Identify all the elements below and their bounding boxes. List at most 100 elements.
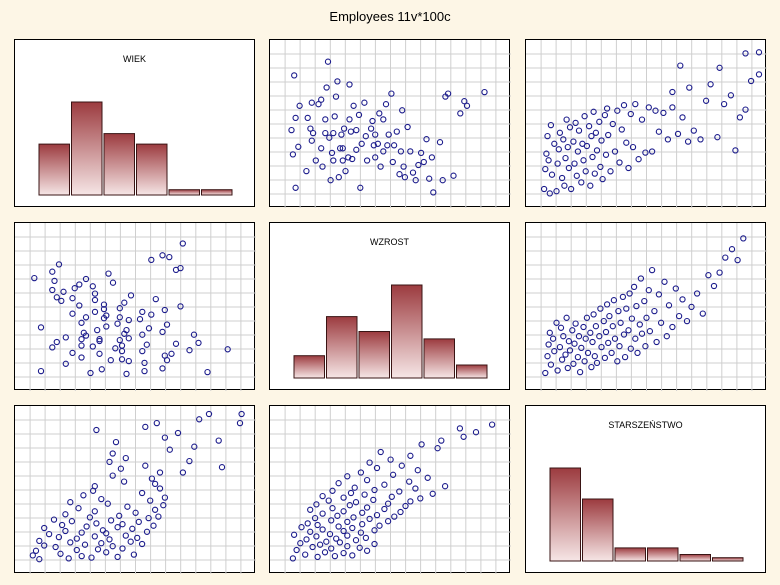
scatter-point-wiek-wzrost — [89, 343, 96, 350]
scatter-point-wzrost-starszenstwo — [679, 296, 686, 303]
scatter-point-wzrost-starszenstwo — [663, 333, 670, 340]
scatter-point-wzrost-starszenstwo — [605, 339, 612, 347]
scatter-svg — [526, 40, 767, 208]
scatter-point-wzrost-starszenstwo — [328, 517, 335, 524]
scatter-point-wzrost-starszenstwo — [710, 282, 718, 290]
scatter-point-wzrost-starszenstwo — [307, 506, 314, 513]
scatter-point-wiek-starszenstwo — [605, 131, 612, 139]
scatter-point-wiek-starszenstwo — [119, 545, 126, 552]
scatter-point-wiek-starszenstwo — [566, 124, 574, 131]
scatter-point-wzrost-starszenstwo — [344, 518, 351, 526]
scatter-point-wiek-wzrost — [91, 308, 99, 316]
scatter-point-wiek-wzrost — [291, 72, 298, 79]
scatter-point-wiek-starszenstwo — [674, 130, 682, 138]
scatter-svg — [270, 40, 511, 208]
scatter-point-wzrost-starszenstwo — [370, 496, 377, 504]
scatter-point-wiek-wzrost — [292, 184, 299, 191]
scatter-point-wiek-wzrost — [430, 189, 437, 196]
scatter-point-wzrost-starszenstwo — [377, 448, 384, 456]
histogram-bar-1-1 — [38, 143, 70, 196]
scatter-point-wiek-starszenstwo — [714, 134, 721, 141]
scatter-point-wiek-wzrost — [304, 114, 311, 122]
scatter-point-wiek-wzrost — [60, 288, 67, 295]
scatter-point-wiek-wzrost — [82, 275, 90, 283]
scatter-point-wiek-wzrost — [141, 367, 148, 375]
scatter-point-wzrost-starszenstwo — [616, 343, 623, 350]
scatter-point-wiek-wzrost — [94, 326, 101, 334]
scatter-point-wzrost-starszenstwo — [728, 246, 736, 253]
scatter-point-wiek-wzrost — [96, 350, 103, 357]
scatter-point-wzrost-starszenstwo — [362, 534, 370, 542]
scatter-point-wzrost-starszenstwo — [580, 323, 587, 331]
scatter-point-wzrost-starszenstwo — [298, 524, 305, 531]
scatter-point-wiek-starszenstwo — [138, 540, 146, 548]
scatter-point-wiek-starszenstwo — [648, 148, 656, 155]
scatter-point-wiek-starszenstwo — [635, 156, 642, 163]
scatter-point-wzrost-starszenstwo — [311, 514, 319, 522]
scatter-point-wiek-starszenstwo — [592, 129, 600, 136]
scatter-point-wzrost-starszenstwo — [547, 361, 555, 368]
chart-title: Employees 11v*100c — [329, 9, 451, 24]
scatter-point-wiek-wzrost — [417, 149, 425, 157]
scatter-point-wiek-wzrost — [461, 98, 468, 105]
scatter-point-wiek-starszenstwo — [147, 497, 154, 504]
scatter-point-wzrost-starszenstwo — [391, 513, 398, 520]
scatter-point-wiek-starszenstwo — [145, 514, 152, 522]
scatter-point-wzrost-starszenstwo — [363, 504, 371, 511]
scatter-point-wiek-starszenstwo — [652, 107, 659, 114]
scatter-point-wzrost-starszenstwo — [398, 462, 405, 469]
histogram-bar-1-6 — [201, 189, 233, 196]
scatter-point-wiek-starszenstwo — [129, 525, 136, 532]
scatter-point-wiek-starszenstwo — [88, 554, 95, 561]
scatter-point-wzrost-starszenstwo — [381, 481, 388, 488]
scatter-point-wzrost-starszenstwo — [412, 485, 419, 492]
scatter-point-wzrost-starszenstwo — [349, 524, 356, 532]
scatter-point-wzrost-starszenstwo — [441, 483, 449, 490]
scatter-point-wiek-wzrost — [125, 316, 132, 324]
scatter-point-wiek-starszenstwo — [620, 102, 628, 109]
scatter-point-wzrost-starszenstwo — [564, 364, 571, 372]
scatter-point-wiek-starszenstwo — [544, 132, 551, 140]
scatter-point-wzrost-starszenstwo — [554, 367, 561, 374]
scatter-point-wiek-starszenstwo — [574, 148, 582, 155]
scatter-point-wiek-wzrost — [372, 154, 379, 161]
scatter-point-wzrost-starszenstwo — [648, 266, 656, 274]
scatter-point-wiek-wzrost — [361, 99, 368, 106]
scatter-point-wiek-starszenstwo — [57, 550, 64, 557]
scatter-point-wzrost-starszenstwo — [590, 311, 597, 318]
scatter-point-wzrost-starszenstwo — [645, 287, 652, 294]
scatter-point-wzrost-starszenstwo — [549, 335, 557, 342]
scatter-point-wzrost-starszenstwo — [314, 521, 321, 529]
scatter-point-wiek-starszenstwo — [563, 116, 570, 123]
scatter-point-wiek-starszenstwo — [585, 123, 593, 130]
scatter-point-wiek-wzrost — [190, 331, 198, 338]
scatter-point-wiek-wzrost — [346, 81, 353, 88]
scatter-point-wiek-starszenstwo — [67, 539, 74, 546]
histogram-panel-1: WIEK — [14, 39, 255, 207]
scatter-point-wiek-wzrost — [369, 117, 376, 125]
scatter-point-wiek-starszenstwo — [75, 505, 82, 512]
histogram-bar-3-4 — [647, 547, 679, 562]
scatter-point-wiek-starszenstwo — [109, 472, 116, 479]
scatter-point-wzrost-starszenstwo — [359, 521, 366, 528]
scatter-point-wzrost-starszenstwo — [627, 345, 634, 352]
scatter-point-wiek-wzrost — [89, 283, 96, 290]
scatter-point-wzrost-starszenstwo — [371, 527, 378, 534]
scatter-point-wiek-wzrost — [123, 370, 130, 378]
scatter-point-wiek-starszenstwo — [727, 92, 735, 99]
scatter-point-wiek-starszenstwo — [716, 64, 723, 71]
scatter-point-wiek-starszenstwo — [632, 100, 639, 108]
scatter-point-wiek-starszenstwo — [618, 126, 625, 133]
scatter-point-wzrost-starszenstwo — [608, 349, 615, 357]
scatter-point-wzrost-starszenstwo — [389, 471, 397, 478]
scatter-point-wiek-starszenstwo — [697, 136, 704, 143]
scatter-point-wiek-wzrost — [307, 125, 314, 132]
scatter-svg — [15, 223, 256, 391]
scatter-point-wzrost-starszenstwo — [418, 441, 425, 448]
scatter-point-wzrost-starszenstwo — [319, 526, 326, 533]
scatter-point-wzrost-starszenstwo — [546, 329, 553, 336]
scatter-point-wiek-starszenstwo — [62, 511, 69, 518]
scatter-point-wzrost-starszenstwo — [557, 324, 565, 331]
scatter-point-wzrost-starszenstwo — [371, 540, 378, 548]
scatter-point-wzrost-starszenstwo — [602, 328, 610, 336]
